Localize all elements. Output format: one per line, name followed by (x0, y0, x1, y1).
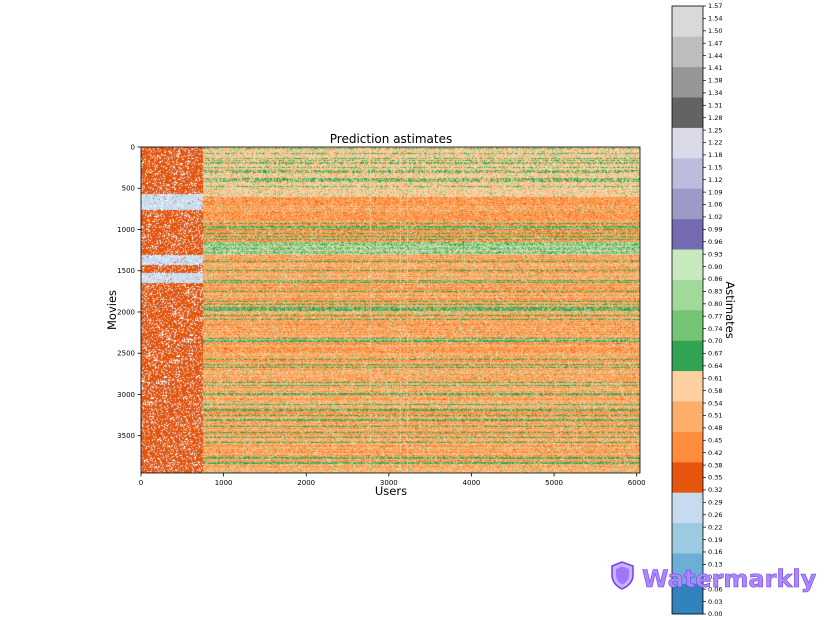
colorbar-tick-label: 0.16 (708, 548, 722, 556)
x-tick-label: 0 (139, 479, 143, 487)
colorbar-tick-label: 1.28 (708, 114, 722, 122)
colorbar-tick-label: 1.09 (708, 188, 722, 196)
x-axis-label: Users (375, 484, 407, 498)
colorbar-segment (672, 279, 703, 311)
colorbar-tick-label: 0.09 (708, 573, 722, 581)
colorbar-tick-label: 0.32 (708, 486, 722, 494)
colorbar-tick-label: 1.31 (708, 101, 722, 109)
colorbar-tick-label: 1.57 (708, 2, 722, 10)
colorbar-segment (672, 340, 703, 372)
x-tick-label: 4000 (463, 479, 481, 487)
colorbar-tick-label: 0.77 (708, 312, 722, 320)
x-axis: 0 1000 2000 3000 4000 5000 6000 (139, 473, 646, 487)
colorbar-tick-label: 0.29 (708, 499, 722, 507)
colorbar-segment (672, 522, 703, 554)
y-tick-label: 1000 (117, 226, 135, 234)
colorbar-tick-label: 1.47 (708, 39, 722, 47)
colorbar-segment (672, 462, 703, 493)
watermark: Watermarkly (611, 561, 817, 593)
colorbar-tick-label: 0.83 (708, 288, 722, 296)
colorbar-segment (672, 218, 703, 250)
colorbar-tick-label: 1.22 (708, 139, 722, 147)
x-tick-label: 2000 (297, 479, 315, 487)
colorbar-tick-label: 1.25 (708, 126, 722, 134)
y-tick-label: 500 (122, 185, 135, 193)
colorbar-segment (672, 66, 703, 98)
colorbar-tick-label: 1.02 (708, 213, 722, 221)
colorbar-tick-label: 0.74 (708, 325, 722, 333)
colorbar-segment (672, 6, 703, 37)
colorbar-tick-label: 0.03 (708, 598, 722, 606)
heatmap-image (141, 147, 640, 473)
colorbar-tick-label: 1.34 (708, 89, 722, 97)
colorbar-tick-label: 1.44 (708, 52, 722, 60)
y-axis: 0 500 1000 1500 2000 2500 3000 3500 (117, 144, 141, 440)
colorbar-segment (672, 249, 703, 280)
colorbar-tick-label: 0.13 (708, 561, 722, 569)
colorbar-label: Astimates (723, 281, 737, 338)
x-tick-label: 3000 (380, 479, 398, 487)
colorbar-tick-label: 1.12 (708, 176, 722, 184)
y-tick-label: 0 (131, 144, 135, 152)
colorbar-tick-label: 0.80 (708, 300, 722, 308)
y-tick-label: 1500 (117, 267, 135, 275)
colorbar-tick-label: 1.41 (708, 64, 722, 72)
colorbar-tick-label: 0.22 (708, 523, 722, 531)
colorbar-tick-label: 1.54 (708, 15, 722, 23)
colorbar-tick-label: 0.19 (708, 536, 722, 544)
y-tick-label: 3000 (117, 391, 135, 399)
colorbar-tick-label: 0.38 (708, 461, 722, 469)
colorbar-tick-label: 1.50 (708, 27, 722, 35)
colorbar-tick-label: 0.00 (708, 610, 722, 618)
colorbar-tick-label: 0.06 (708, 585, 722, 593)
colorbar-tick-label: 0.90 (708, 263, 722, 271)
colorbar-tick-label: 0.99 (708, 226, 722, 234)
watermark-text: Watermarkly (642, 565, 817, 593)
colorbar-segment (672, 370, 703, 402)
colorbar-tick-label: 0.70 (708, 337, 722, 345)
colorbar-segment (672, 553, 703, 584)
colorbar-frame (671, 5, 704, 615)
colorbar-segment (672, 97, 703, 128)
colorbar-tick-label: 1.15 (708, 164, 722, 172)
x-tick-label: 5000 (545, 479, 563, 487)
colorbar-segment (672, 36, 703, 68)
colorbar: 0.00 0.03 0.06 0.09 0.13 0.16 0.19 0.22 0.26 0.29… (671, 2, 722, 618)
colorbar-segment (672, 158, 703, 189)
x-tick-label: 1000 (215, 479, 233, 487)
shield-inner-icon (616, 566, 629, 585)
plot-frame (140, 146, 641, 474)
y-tick-label: 2500 (117, 350, 135, 358)
colorbar-segment (672, 583, 703, 615)
colorbar-tick-label: 0.45 (708, 436, 722, 444)
y-tick-label: 2000 (117, 308, 135, 316)
y-axis-label: Movies (105, 290, 119, 330)
colorbar-tick-label: 0.48 (708, 424, 722, 432)
colorbar-segment (672, 188, 703, 220)
colorbar-tick-label: 0.67 (708, 350, 722, 358)
colorbar-segment (672, 431, 703, 463)
colorbar-segment (672, 401, 703, 432)
colorbar-tick-label: 0.35 (708, 474, 722, 482)
colorbar-tick-label: 0.93 (708, 250, 722, 258)
colorbar-tick-label: 0.58 (708, 387, 722, 395)
colorbar-tick-label: 0.51 (708, 412, 722, 420)
chart-title: Prediction astimates (330, 132, 452, 146)
colorbar-tick-label: 0.26 (708, 511, 722, 519)
colorbar-segment (672, 127, 703, 159)
colorbar-tick-label: 1.18 (708, 151, 722, 159)
x-tick-label: 6000 (628, 479, 646, 487)
y-tick-label: 3500 (117, 432, 135, 440)
colorbar-tick-label: 0.61 (708, 374, 722, 382)
colorbar-tick-label: 0.54 (708, 399, 722, 407)
colorbar-tick-label: 0.42 (708, 449, 722, 457)
colorbar-tick-label: 1.38 (708, 77, 722, 85)
colorbar-tick-label: 0.64 (708, 362, 722, 370)
colorbar-segment (672, 310, 703, 341)
colorbar-tick-label: 1.06 (708, 201, 722, 209)
colorbar-tick-label: 0.96 (708, 238, 722, 246)
colorbar-segment (672, 492, 703, 524)
colorbar-tick-label: 0.86 (708, 275, 722, 283)
